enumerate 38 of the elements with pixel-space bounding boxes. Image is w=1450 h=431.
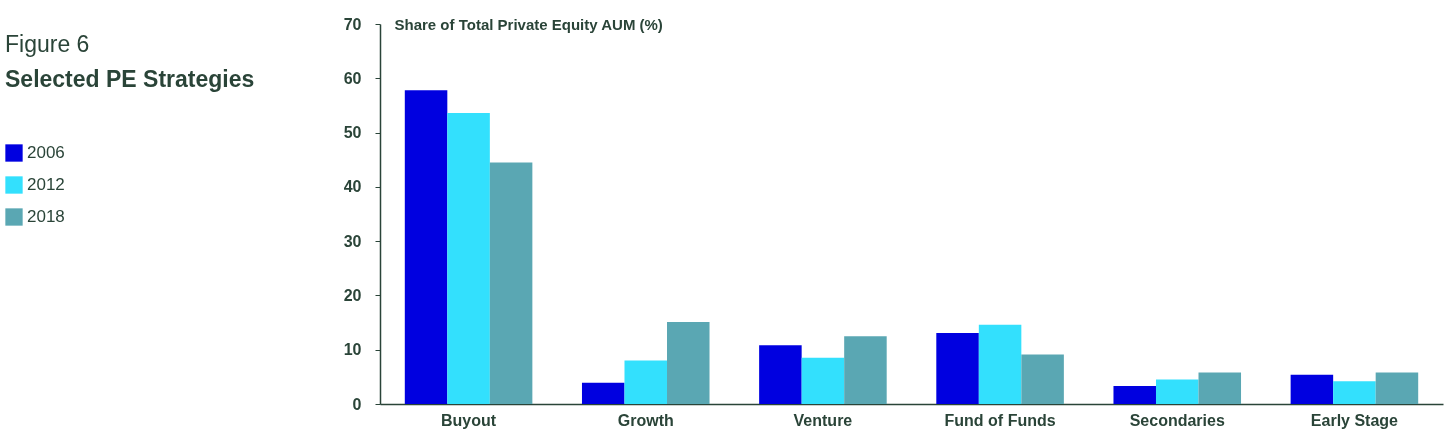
x-tick-label: Fund of Funds	[944, 411, 1056, 429]
x-tick-label: Buyout	[441, 411, 497, 429]
bar	[1290, 374, 1334, 404]
legend-label: 2012	[27, 175, 65, 194]
bar	[624, 360, 668, 404]
bar	[801, 357, 845, 404]
y-tick-label: 40	[343, 178, 362, 196]
y-axis-title: Share of Total Private Equity AUM (%)	[394, 15, 663, 33]
bar	[489, 162, 533, 404]
y-tick-label: 50	[343, 124, 362, 142]
y-tick-label: 30	[343, 232, 362, 250]
bar	[978, 324, 1022, 404]
x-tick-label: Growth	[617, 411, 674, 429]
bar	[404, 90, 448, 404]
bar	[447, 113, 490, 404]
bar	[1198, 372, 1242, 404]
legend-label: 2018	[27, 207, 65, 226]
bar	[581, 382, 625, 404]
y-tick-label: 70	[343, 15, 362, 33]
y-tick-label: 60	[343, 69, 362, 87]
x-tick-label: Secondaries	[1129, 411, 1225, 429]
bar	[1375, 372, 1419, 404]
x-tick-label: Venture	[793, 411, 853, 429]
text: Selected PE Strategies	[5, 66, 255, 92]
y-tick-label: 10	[343, 341, 362, 359]
bar	[667, 322, 710, 404]
bar	[844, 336, 887, 404]
legend-label: 2006	[27, 143, 65, 162]
text: Figure 6	[5, 31, 90, 57]
bar	[1113, 386, 1156, 404]
x-tick-label: Early Stage	[1310, 411, 1399, 429]
bar	[936, 332, 979, 404]
bar	[1021, 354, 1064, 404]
y-tick-label: 0	[352, 395, 362, 413]
bar	[1155, 379, 1199, 404]
bar	[759, 345, 802, 404]
bar	[1333, 381, 1376, 404]
y-tick-label: 20	[343, 286, 362, 304]
